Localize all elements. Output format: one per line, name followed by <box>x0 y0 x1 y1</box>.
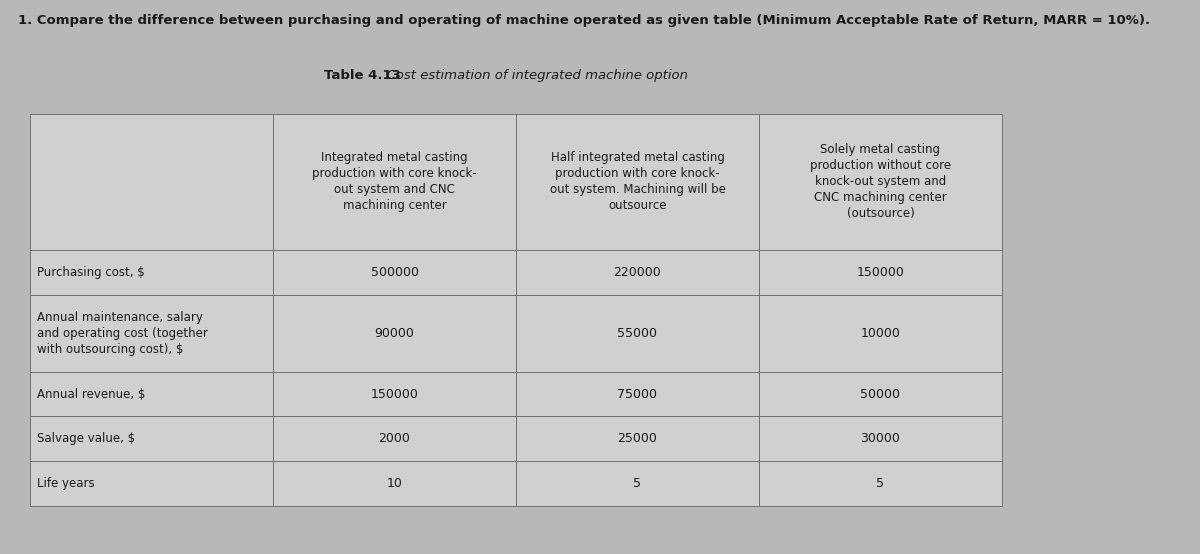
Text: Purchasing cost, $: Purchasing cost, $ <box>37 266 145 279</box>
Text: Annual maintenance, salary
and operating cost (together
with outsourcing cost), : Annual maintenance, salary and operating… <box>37 311 208 356</box>
Text: 55000: 55000 <box>618 327 658 340</box>
Text: 5: 5 <box>634 477 642 490</box>
Text: 50000: 50000 <box>860 388 900 401</box>
Text: 25000: 25000 <box>618 432 658 445</box>
Text: 150000: 150000 <box>371 388 419 401</box>
Text: 1. Compare the difference between purchasing and operating of machine operated a: 1. Compare the difference between purcha… <box>18 14 1150 27</box>
Text: Half integrated metal casting
production with core knock-
out system. Machining : Half integrated metal casting production… <box>550 151 726 212</box>
Text: Integrated metal casting
production with core knock-
out system and CNC
machinin: Integrated metal casting production with… <box>312 151 476 212</box>
Text: Annual revenue, $: Annual revenue, $ <box>37 388 145 401</box>
Text: 10000: 10000 <box>860 327 900 340</box>
Text: Solely metal casting
production without core
knock-out system and
CNC machining : Solely metal casting production without … <box>810 143 952 220</box>
Text: Table 4.13: Table 4.13 <box>324 69 401 82</box>
Text: 75000: 75000 <box>618 388 658 401</box>
Text: Salvage value, $: Salvage value, $ <box>37 432 136 445</box>
Text: 5: 5 <box>876 477 884 490</box>
Text: Cost estimation of integrated machine option: Cost estimation of integrated machine op… <box>378 69 688 82</box>
Text: 220000: 220000 <box>613 266 661 279</box>
Text: 500000: 500000 <box>371 266 419 279</box>
Text: 90000: 90000 <box>374 327 414 340</box>
Text: Life years: Life years <box>37 477 95 490</box>
Text: 10: 10 <box>386 477 402 490</box>
Text: 30000: 30000 <box>860 432 900 445</box>
Text: 150000: 150000 <box>857 266 905 279</box>
Text: 2000: 2000 <box>378 432 410 445</box>
